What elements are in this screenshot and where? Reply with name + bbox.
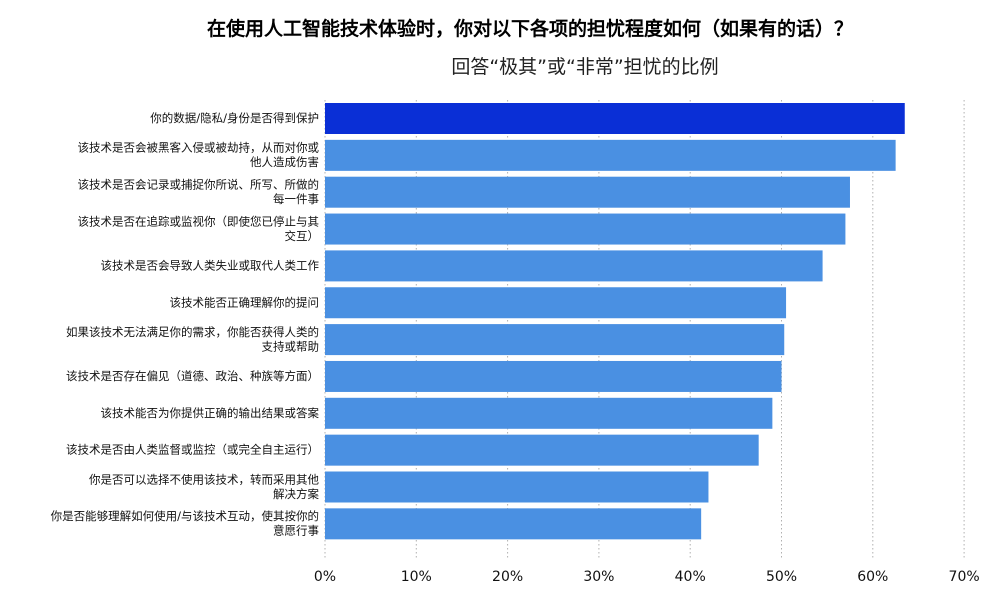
bar [325,287,787,319]
category-label: 你是否能够理解如何使用/与该技术互动，使其按你的 [51,509,319,523]
grid-lines [324,100,965,560]
category-label: 该技术是否由人类监督或监控（或完全自主运行） [66,443,319,457]
x-tick-label: 30% [583,569,614,585]
category-label: 该技术能否正确理解你的提问 [170,295,320,309]
category-label: 交互） [285,229,320,243]
x-tick-label: 60% [857,569,888,585]
category-label: 支持或帮助 [262,339,320,353]
category-label: 该技术能否为你提供正确的输出结果或答案 [101,406,320,420]
category-label: 你的数据/隐私/身份是否得到保护 [150,111,319,125]
bars [325,103,905,540]
category-label: 该技术是否会记录或捕捉你所说、所写、所做的 [78,177,320,191]
category-label: 解决方案 [273,487,319,501]
category-labels: 你的数据/隐私/身份是否得到保护该技术是否会被黑客入侵或被劫持，从而对你或他人造… [51,111,320,538]
category-label: 他人造成伤害 [250,155,319,169]
x-tick-label: 50% [766,569,797,585]
x-tick-label: 0% [314,569,336,585]
x-tick-label: 10% [401,569,432,585]
bar [325,434,759,466]
bar [325,508,702,540]
category-label: 该技术是否在追踪或监视你（即使您已停止与其 [78,214,320,228]
category-label: 意愿行事 [273,524,319,538]
bar [325,471,709,503]
bar [325,397,773,429]
category-label: 该技术是否会导致人类失业或取代人类工作 [101,258,320,272]
chart-subtitle: 回答“极其”或“非常”担忧的比例 [451,56,719,78]
bar [325,176,850,208]
x-tick-label: 40% [675,569,706,585]
category-label: 该技术是否会被黑客入侵或被劫持，从而对你或 [78,141,320,155]
category-label: 如果该技术无法满足你的需求，你能否获得人类的 [66,325,319,339]
x-tick-labels: 0% 10% 20% 30% 40% 50% 60% 70% [314,569,980,585]
bar [325,213,846,245]
x-tick-label: 70% [949,569,980,585]
bar [325,139,896,171]
category-label: 每一件事 [273,192,319,206]
bar [325,250,823,282]
bar [325,360,782,392]
bar [325,103,905,134]
category-label: 你是否可以选择不使用该技术，转而采用其他 [89,472,319,486]
bar [325,324,785,356]
x-tick-label: 20% [492,569,523,585]
chart-title: 在使用人工智能技术体验时，你对以下各项的担忧程度如何（如果有的话）？ [206,18,853,40]
category-label: 该技术是否存在偏见（道德、政治、种族等方面） [66,369,319,383]
